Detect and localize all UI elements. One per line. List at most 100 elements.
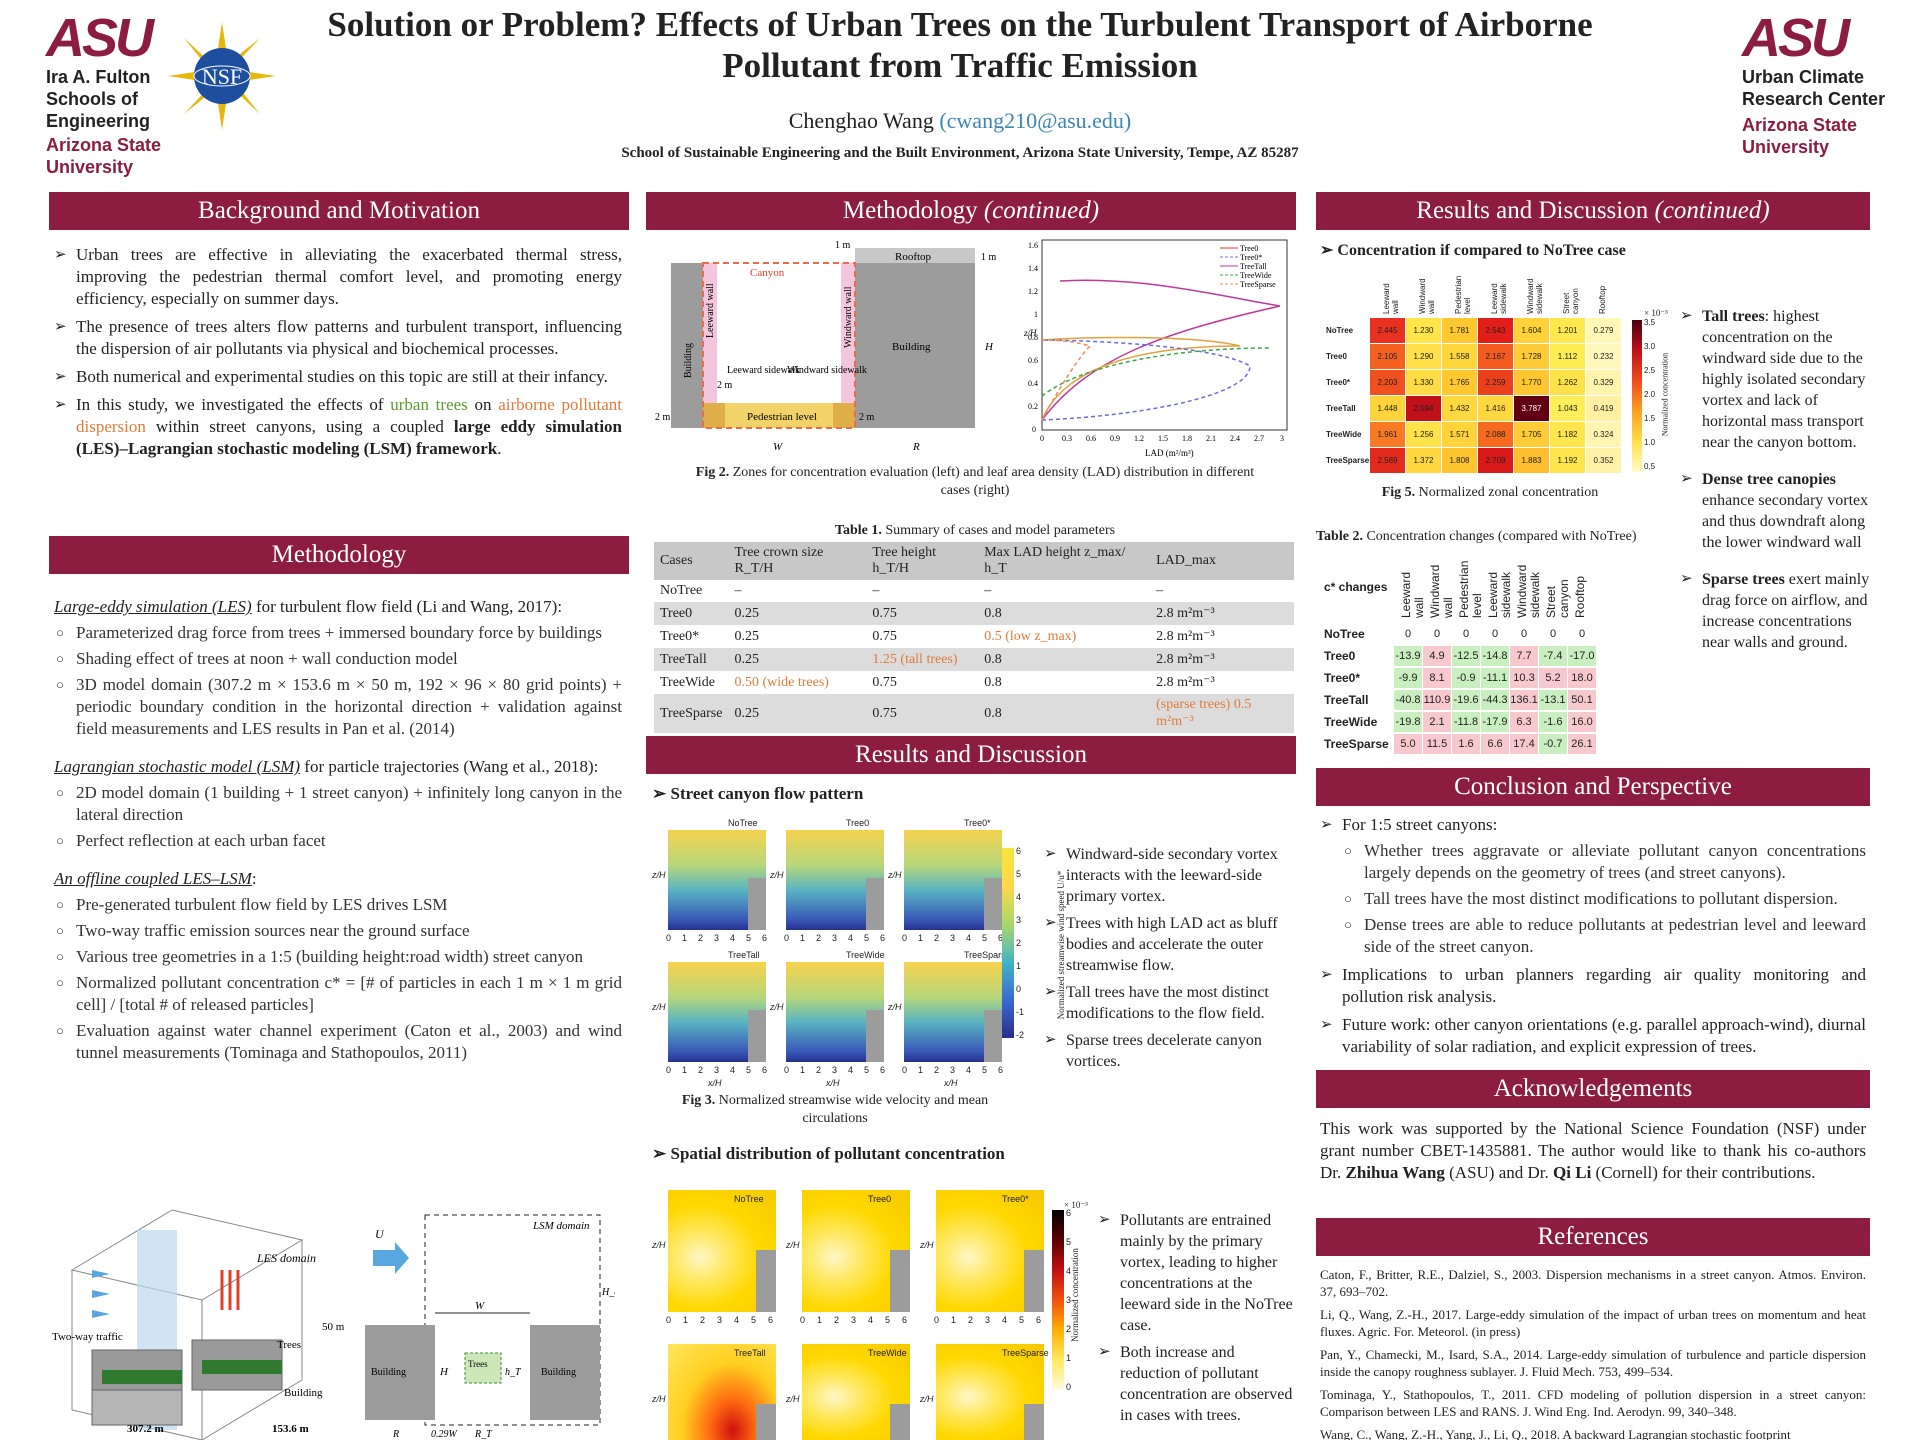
- panel-xtick: 4: [848, 933, 854, 943]
- building-block: [1024, 1250, 1044, 1312]
- t1-h2: Tree height h_T/H: [866, 542, 979, 580]
- asu-mark: ASU: [46, 8, 154, 68]
- panel-xtick: 3: [717, 1315, 723, 1325]
- poster-title: Solution or Problem? Effects of Urban Tr…: [290, 4, 1630, 86]
- lad-ytick-3: 0.6: [1028, 356, 1038, 365]
- fig5-caption: Fig 5. Normalized zonal concentration: [1360, 484, 1620, 502]
- lsm-title: Lagrangian stochastic model (LSM): [54, 757, 301, 776]
- heatmap-cell: 0.329: [1586, 370, 1621, 395]
- table2-cell: -11.8: [1452, 712, 1480, 732]
- t1-cell: 0.75: [866, 602, 979, 625]
- cbar-tick: 0: [1016, 984, 1022, 994]
- asu-sub2-right: University: [1742, 137, 1830, 157]
- side-note-2-text: enhance secondary vortex and thus downdr…: [1702, 492, 1869, 551]
- lsm-item-2: Perfect reflection at each urban facet: [54, 830, 622, 852]
- fig5-colorbar: [1632, 320, 1642, 472]
- t1-cell: 0.25: [734, 628, 759, 644]
- title-line1: Solution or Problem? Effects of Urban Tr…: [327, 5, 1593, 44]
- panel-xtick: 3: [832, 933, 838, 943]
- table2-corner: c* changes: [1324, 580, 1388, 594]
- heatmap-cell: 1.571: [1442, 422, 1477, 447]
- nsf-text: NSF: [202, 64, 242, 89]
- t1-cell-highlight: 0.50 (wide trees): [734, 674, 829, 690]
- dim-2m-a: 2 m: [717, 380, 733, 391]
- table2-cell: 16.0: [1568, 712, 1596, 732]
- t1-cell: –: [984, 583, 992, 598]
- lad-ytick-2: 0.4: [1028, 379, 1038, 388]
- zone-building-left: Building: [683, 343, 694, 378]
- table2-cell: 0: [1452, 624, 1480, 644]
- arrow-bullet-icon: ➢: [652, 784, 671, 803]
- author-email[interactable]: (cwang210@asu.edu): [939, 108, 1132, 133]
- conc-subtitle: ➢ Spatial distribution of pollutant conc…: [652, 1144, 1005, 1164]
- dim-h: H: [984, 341, 994, 353]
- cbar-tick: 6: [1016, 846, 1022, 856]
- table2-cell: -1.6: [1539, 712, 1567, 732]
- panel-xtick: 3: [714, 1065, 720, 1075]
- heatmap-cell: 1.808: [1442, 448, 1477, 473]
- panel-xtick: 4: [730, 1065, 736, 1075]
- bg-bullet-3: Both numerical and experimental studies …: [54, 366, 622, 388]
- lad-xtick-8: 2.4: [1230, 434, 1240, 443]
- t1-cell: TreeSparse: [654, 694, 729, 733]
- table1-caption: Table 1. Summary of cases and model para…: [660, 522, 1290, 540]
- title-line2: Pollutant from Traffic Emission: [722, 46, 1198, 85]
- panel-xtick: 2: [934, 1065, 940, 1075]
- zones-diagram: Canyon Rooftop Leeward wall Windward wal…: [655, 240, 997, 453]
- heatmap-col-label: Street canyon: [1562, 288, 1580, 314]
- references: Caton, F., Britter, R.E., Dalziel, S., 2…: [1320, 1266, 1866, 1440]
- heatmap-col-label: Leeward sidewalk: [1490, 283, 1508, 314]
- table2-caption-text: Concentration changes (compared with NoT…: [1362, 529, 1637, 544]
- conclusion-sub-2: Tall trees have the most distinct modifi…: [1342, 888, 1866, 910]
- heatmap-cell: 1.728: [1514, 344, 1549, 369]
- zone-leeward-sidewalk: Leeward sidewalk: [727, 365, 800, 376]
- table2-cell: -14.8: [1481, 646, 1509, 666]
- table-row: NoTree – – – –: [654, 580, 1294, 602]
- conc-bullet-1: Pollutants are entrained mainly by the p…: [1098, 1210, 1296, 1336]
- panel-xtick: 1: [951, 1315, 957, 1325]
- section-header-background: Background and Motivation: [49, 192, 629, 230]
- panel-xtick: 2: [934, 933, 940, 943]
- panel-xtick: 4: [966, 933, 972, 943]
- cbar-tick: 5: [1016, 869, 1022, 879]
- building-block: [890, 1404, 910, 1440]
- heatmap-col-label: Rooftop: [1598, 285, 1607, 314]
- coupled-heading: An offline coupled LES–LSM:: [54, 868, 622, 890]
- t1-cell: 2.8 m²m⁻³: [1150, 648, 1294, 671]
- cbar-tick: -2: [1016, 1030, 1025, 1040]
- table2-col-label: Rooftop: [1573, 575, 1587, 618]
- t1-h3: Max LAD height z_max/ h_T: [978, 542, 1151, 580]
- t1-cell: Tree0: [654, 602, 729, 625]
- panel-xtick: 3: [851, 1315, 857, 1325]
- panel-xtick: 3: [950, 933, 956, 943]
- table1: Cases Tree crown size R_T/H Tree height …: [654, 542, 1294, 733]
- conclusion-sublist: Whether trees aggravate or alleviate pol…: [1342, 840, 1866, 958]
- panel-title: TreeWide: [868, 1348, 907, 1358]
- conclusion-bullet-1: For 1:5 street canyons: Whether trees ag…: [1320, 814, 1866, 958]
- legend-treewide: TreeWide: [1240, 271, 1272, 280]
- affiliation: School of Sustainable Engineering and th…: [621, 145, 1299, 161]
- panel-xtick: 1: [918, 933, 924, 943]
- t1-cell: 0.25: [728, 602, 867, 625]
- fig2-caption: Fig 2. Zones for concentration evaluatio…: [680, 464, 1270, 500]
- panel-xlabel: x/H: [826, 1078, 840, 1088]
- table2-cell: -17.9: [1481, 712, 1509, 732]
- heatmap-cell: 1.201: [1550, 318, 1585, 343]
- side-note-3-text: exert mainly drag force on airflow, and …: [1702, 571, 1870, 651]
- legend-treesparse: TreeSparse: [1240, 280, 1276, 289]
- panel-xtick: 1: [918, 1065, 924, 1075]
- table2-row-label: TreeTall: [1324, 693, 1369, 707]
- lsm-item-1: 2D model domain (1 building + 1 street c…: [54, 782, 622, 826]
- table2-cell: 0: [1510, 624, 1538, 644]
- table-row: TreeSparse 0.25 0.75 0.8 (sparse trees) 0.5 …: [654, 694, 1294, 733]
- table2-row-label: Tree0*: [1324, 671, 1361, 685]
- dim-2m-b: 2 m: [655, 412, 671, 423]
- t1-cell: 2.8 m²m⁻³: [1156, 629, 1215, 644]
- lad-xtick-10: 3: [1280, 434, 1284, 443]
- les-domain-diagram: LES domain Two-way traffic Trees Buildin…: [52, 1209, 345, 1440]
- lad-ytick-4: 0.8: [1028, 333, 1038, 342]
- t1-cell-highlight: 0.5 (low z_max): [984, 628, 1077, 644]
- panel-xtick: 3: [832, 1065, 838, 1075]
- lad-ytick-1: 0.2: [1028, 402, 1038, 411]
- table2-cell: 10.3: [1510, 668, 1538, 688]
